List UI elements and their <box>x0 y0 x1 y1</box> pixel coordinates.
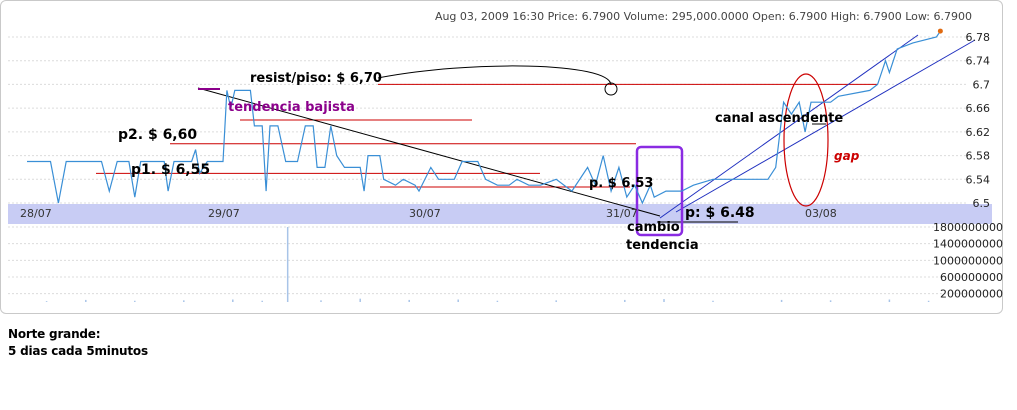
x-tick-label: 28/07 <box>20 207 52 220</box>
y-tick-label: 6.78 <box>966 31 991 44</box>
caption: Norte grande: 5 dias cada 5minutos <box>8 326 148 360</box>
y-tick-label: 6.62 <box>966 126 991 139</box>
resist-circle <box>604 82 618 96</box>
volume-panel <box>45 227 930 302</box>
volume-tick-label: 600000000 <box>940 271 1003 284</box>
annotation-shapes <box>197 34 976 237</box>
p2-label: p2. $ 6,60 <box>118 127 197 143</box>
y-tick-label: 6.74 <box>966 55 991 68</box>
x-tick-label: 31/07 <box>606 207 638 220</box>
p-648-label: p: $ 6.48 <box>685 205 755 221</box>
caption-line-1: Norte grande: <box>8 327 101 341</box>
tendencia-bajista-label: tendencia bajista <box>228 100 355 115</box>
last-price-marker <box>937 28 943 34</box>
downtrend-line <box>197 87 661 217</box>
y-tick-label: 6.66 <box>966 102 991 115</box>
volume-tick-label: 1000000000 <box>933 254 1003 267</box>
price-line <box>27 30 941 205</box>
x-tick-label: 29/07 <box>208 207 240 220</box>
resist-pointer <box>377 65 612 86</box>
resist-label: resist/piso: $ 6,70 <box>250 71 382 86</box>
p-653-label: p. $ 6.53 <box>589 176 653 191</box>
y-tick-label: 6.54 <box>966 173 991 186</box>
p1-label: p1. $ 6,55 <box>131 162 210 178</box>
caption-line-2: 5 dias cada 5minutos <box>8 344 148 358</box>
stock-chart: 6.5 6.54 6.58 6.62 6.66 6.7 6.74 6.78 28/07 29/07… <box>8 28 1003 302</box>
channel-upper-line <box>659 34 919 219</box>
gap-ellipse <box>783 73 829 207</box>
chart-panel <box>0 0 1003 314</box>
annotations: resist/piso: $ 6,70 tendencia bajista p2… <box>118 71 860 253</box>
volume-tick-label: 1800000000 <box>933 221 1003 234</box>
price-info-line: Aug 03, 2009 16:30 Price: 6.7900 Volume:… <box>434 10 972 23</box>
x-tick-label: 30/07 <box>409 207 441 220</box>
price-series <box>27 28 943 205</box>
volume-tick-label: 1400000000 <box>933 238 1003 251</box>
volume-tick-label: 200000000 <box>940 288 1003 301</box>
y-tick-label: 6.5 <box>973 197 991 210</box>
y-tick-label: 6.7 <box>973 78 991 91</box>
axes: 6.5 6.54 6.58 6.62 6.66 6.7 6.74 6.78 28/07 29/07… <box>20 31 1003 301</box>
channel-lower-line <box>675 39 976 213</box>
cambio-label: cambio <box>627 220 680 235</box>
canal-ascendente-label: canal ascendente <box>715 111 843 126</box>
date-band <box>8 204 992 224</box>
y-tick-label: 6.58 <box>966 150 991 163</box>
tendencia-label: tendencia <box>626 238 699 253</box>
gap-label: gap <box>834 149 860 163</box>
level-lines <box>96 83 878 223</box>
x-tick-label: 03/08 <box>805 207 837 220</box>
grid <box>8 36 968 295</box>
